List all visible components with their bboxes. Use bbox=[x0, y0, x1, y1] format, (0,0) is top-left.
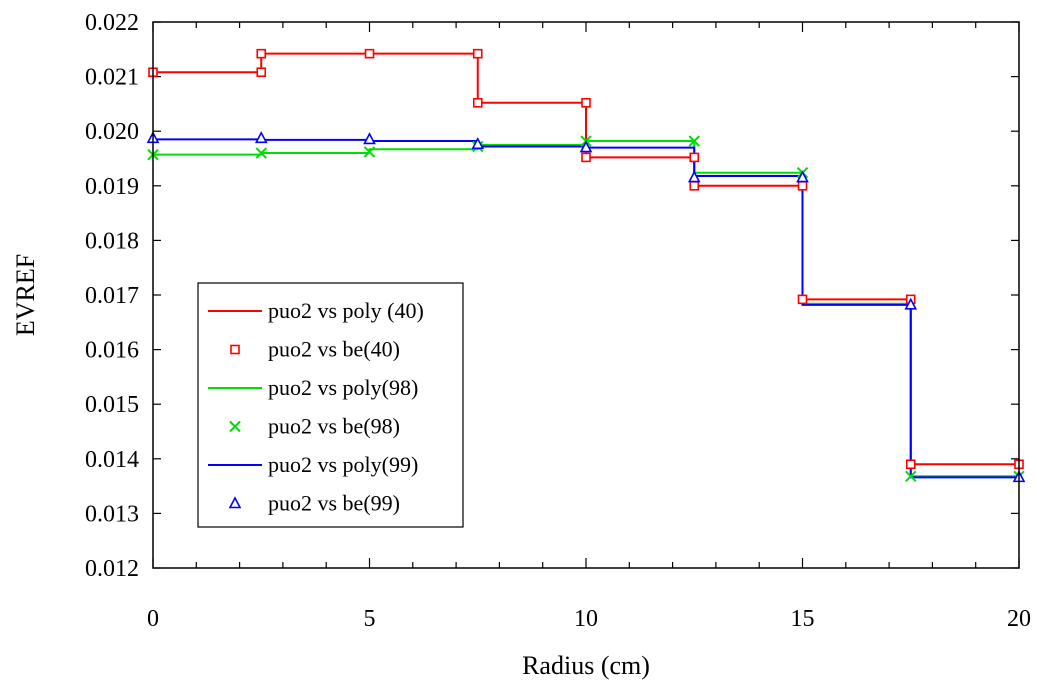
legend-label: puo2 vs be(99) bbox=[268, 491, 400, 516]
data-point bbox=[797, 294, 808, 305]
x-axis-ticks: 0 5 10 15 20 bbox=[147, 22, 1031, 632]
data-point bbox=[579, 140, 593, 153]
data-point bbox=[256, 48, 267, 59]
data-point bbox=[256, 67, 267, 78]
y-tick-label: 0.013 bbox=[85, 501, 139, 527]
y-tick-label: 0.020 bbox=[85, 119, 139, 145]
legend-label: puo2 vs poly(99) bbox=[268, 452, 418, 477]
data-point bbox=[796, 170, 809, 183]
data-point bbox=[581, 152, 591, 163]
data-point bbox=[688, 135, 700, 147]
data-point bbox=[581, 98, 591, 108]
plot-area-frame bbox=[152, 21, 1020, 569]
y-axis-ticks: 0.012 0.013 0.014 0.015 0.016 0.017 0.018 0.019… bbox=[85, 10, 1019, 582]
x-tick-label: 10 bbox=[574, 606, 598, 632]
y-tick-label: 0.019 bbox=[85, 174, 139, 200]
data-point bbox=[905, 470, 917, 482]
data-point bbox=[364, 48, 375, 59]
x-tick-label: 5 bbox=[364, 606, 376, 632]
y-tick-label: 0.022 bbox=[85, 10, 139, 36]
legend-swatch bbox=[229, 420, 241, 433]
data-point bbox=[255, 147, 267, 159]
data-point bbox=[363, 146, 376, 158]
y-tick-label: 0.015 bbox=[85, 392, 139, 418]
legend-swatch bbox=[230, 344, 240, 355]
data-point bbox=[689, 152, 700, 163]
y-tick-label: 0.021 bbox=[85, 65, 139, 91]
y-axis-title: EVREF bbox=[11, 254, 40, 336]
x-tick-label: 20 bbox=[1007, 606, 1031, 632]
legend-label: puo2 vs be(98) bbox=[268, 414, 400, 439]
legend-label: puo2 vs be(40) bbox=[268, 337, 400, 362]
data-point bbox=[471, 137, 485, 150]
data-point bbox=[363, 132, 376, 145]
x-tick-label: 15 bbox=[791, 606, 815, 632]
legend-label: puo2 vs poly (40) bbox=[268, 298, 424, 323]
y-tick-label: 0.016 bbox=[85, 338, 139, 364]
data-point bbox=[904, 297, 918, 310]
legend-swatch bbox=[228, 496, 242, 509]
data-point bbox=[689, 181, 700, 191]
legend: puo2 vs poly (40) puo2 vs be(40) puo2 vs p… bbox=[197, 282, 464, 528]
y-tick-label: 0.012 bbox=[85, 556, 139, 582]
legend-box bbox=[197, 282, 464, 528]
data-point bbox=[797, 181, 808, 191]
data-point bbox=[687, 170, 701, 183]
x-axis-title: Radius (cm) bbox=[522, 651, 650, 680]
x-tick-label: 0 bbox=[147, 606, 159, 632]
y-tick-label: 0.014 bbox=[85, 447, 139, 473]
data-point bbox=[905, 459, 916, 470]
data-point bbox=[472, 98, 483, 108]
data-point bbox=[472, 48, 483, 59]
y-tick-label: 0.017 bbox=[85, 283, 139, 309]
y-tick-label: 0.018 bbox=[85, 228, 139, 254]
data-point bbox=[254, 131, 268, 144]
legend-label: puo2 vs poly(98) bbox=[268, 375, 418, 400]
